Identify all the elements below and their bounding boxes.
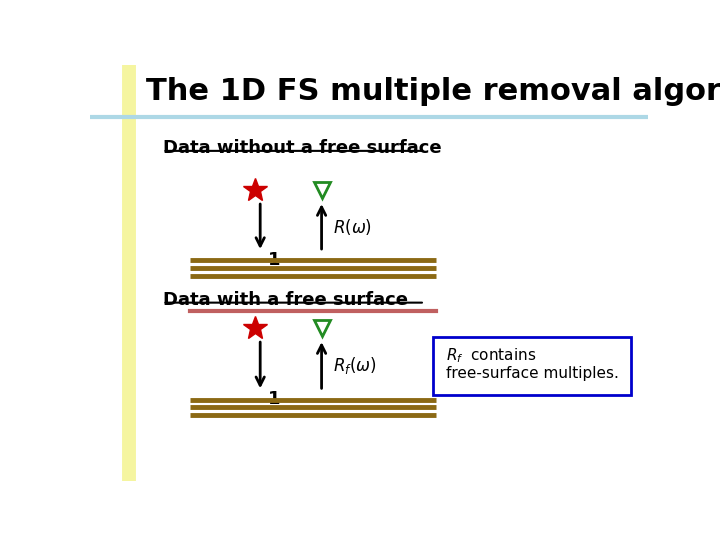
- Text: Data with a free surface: Data with a free surface: [163, 291, 408, 309]
- Text: 1: 1: [267, 251, 280, 269]
- Text: $R_f$  contains: $R_f$ contains: [446, 347, 536, 365]
- Text: 1: 1: [267, 390, 280, 408]
- FancyBboxPatch shape: [433, 337, 631, 395]
- Text: free-surface multiples.: free-surface multiples.: [446, 366, 619, 381]
- Text: Data without a free surface: Data without a free surface: [163, 139, 441, 157]
- Text: $R(\omega)$: $R(\omega)$: [333, 217, 372, 237]
- Text: The 1D FS multiple removal algorithm: The 1D FS multiple removal algorithm: [145, 77, 720, 106]
- Text: $R_f(\omega)$: $R_f(\omega)$: [333, 354, 377, 375]
